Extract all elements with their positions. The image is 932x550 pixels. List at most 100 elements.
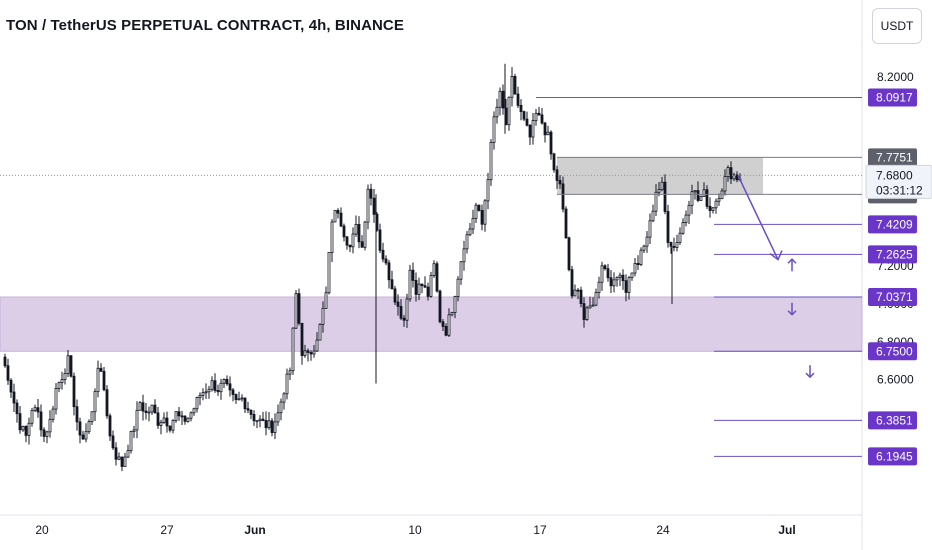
candle-body: [459, 261, 463, 280]
candle-body: [195, 397, 199, 410]
candle-body: [189, 412, 193, 419]
candle-body: [345, 236, 349, 246]
supply-top-tag-bg: [868, 148, 917, 167]
projection-line: [737, 175, 779, 260]
candle-body: [222, 378, 226, 384]
candle-body: [171, 419, 175, 431]
candle-body: [66, 355, 70, 374]
candle-body: [423, 285, 427, 288]
supply-top-tag: 7.7751: [876, 150, 913, 164]
candle-body: [711, 207, 715, 211]
candle-body: [378, 229, 382, 251]
plot-background: [0, 0, 862, 515]
candle-body: [264, 420, 268, 429]
candle-body: [684, 214, 688, 223]
candle-body: [651, 210, 655, 222]
level-tag: 7.0371: [876, 290, 913, 304]
candle-body: [96, 367, 100, 393]
time-tick-label: 10: [408, 523, 422, 537]
candle-body: [24, 426, 28, 436]
candle-body: [60, 379, 64, 384]
countdown-tag: 03:31:12: [876, 183, 923, 197]
candle-body: [447, 314, 451, 336]
candle-body: [582, 303, 586, 320]
candle-body: [687, 204, 691, 216]
candle-body: [645, 236, 649, 247]
candle-body: [39, 411, 43, 431]
candle-body: [147, 411, 151, 414]
candle-body: [54, 388, 58, 410]
candle-body: [519, 105, 523, 112]
time-tick-label: Jul: [778, 523, 795, 537]
level-tag: 6.7500: [876, 344, 913, 358]
price-tick-label: 8.2000: [877, 70, 914, 84]
down-arrow: [805, 372, 815, 379]
candle-body: [87, 421, 91, 433]
candle-body: [261, 418, 265, 421]
candle-body: [480, 210, 484, 225]
candle-body: [351, 233, 355, 248]
candle-body: [690, 191, 694, 206]
candle-body: [726, 167, 730, 177]
candle-body: [627, 277, 631, 293]
level-tag: 8.0917: [876, 90, 913, 104]
candle-body: [471, 217, 475, 230]
candle-body: [9, 379, 13, 393]
candle-body: [642, 245, 646, 251]
candle-body: [639, 249, 643, 265]
candle-body: [735, 174, 739, 181]
candle-body: [417, 283, 421, 295]
candle-body: [591, 304, 595, 307]
candle-body: [714, 200, 718, 209]
currency-button[interactable]: USDT: [872, 8, 922, 44]
candle-body: [204, 391, 208, 394]
candle-body: [51, 408, 55, 420]
candle-body: [36, 407, 40, 413]
candle-body: [546, 131, 550, 136]
candle-body: [534, 112, 538, 122]
candle-body: [309, 352, 313, 355]
candle-body: [555, 169, 559, 181]
candle-body: [321, 307, 325, 325]
candle-body: [612, 279, 616, 287]
candle-body: [90, 411, 94, 423]
candle-body: [615, 276, 619, 281]
candle-body: [18, 413, 22, 431]
candle-body: [444, 326, 448, 336]
candle-body: [42, 429, 46, 437]
candle-body: [477, 204, 481, 211]
candle-body: [654, 191, 658, 212]
candle-body: [318, 323, 322, 341]
candle-body: [198, 394, 202, 398]
candle-body: [138, 402, 142, 411]
candle-body: [666, 211, 670, 243]
candle-body: [657, 189, 661, 193]
candle-body: [663, 181, 667, 212]
candle-body: [57, 382, 61, 389]
candle-body: [669, 242, 673, 247]
candle-body: [414, 279, 418, 295]
candle-body: [522, 111, 526, 120]
candle-body: [594, 292, 598, 306]
candle-body: [390, 279, 394, 290]
candle-body: [621, 274, 625, 282]
level-tag-bg: [868, 447, 917, 466]
candle-body: [111, 435, 115, 449]
candle-body: [528, 124, 532, 138]
candle-body: [558, 179, 562, 185]
candle-body: [636, 263, 640, 265]
candle-body: [30, 410, 34, 424]
candle-body: [132, 429, 136, 432]
level-tag: 7.2625: [876, 247, 913, 261]
candle-body: [567, 237, 571, 271]
up-arrow: [787, 258, 797, 264]
candle-body: [513, 76, 517, 95]
candle-body: [21, 426, 25, 431]
candle-body: [306, 350, 310, 353]
candle-body: [105, 389, 109, 417]
candle-body: [708, 205, 712, 211]
candle-body: [609, 277, 613, 287]
candle-body: [276, 412, 280, 423]
candle-body: [501, 90, 505, 109]
